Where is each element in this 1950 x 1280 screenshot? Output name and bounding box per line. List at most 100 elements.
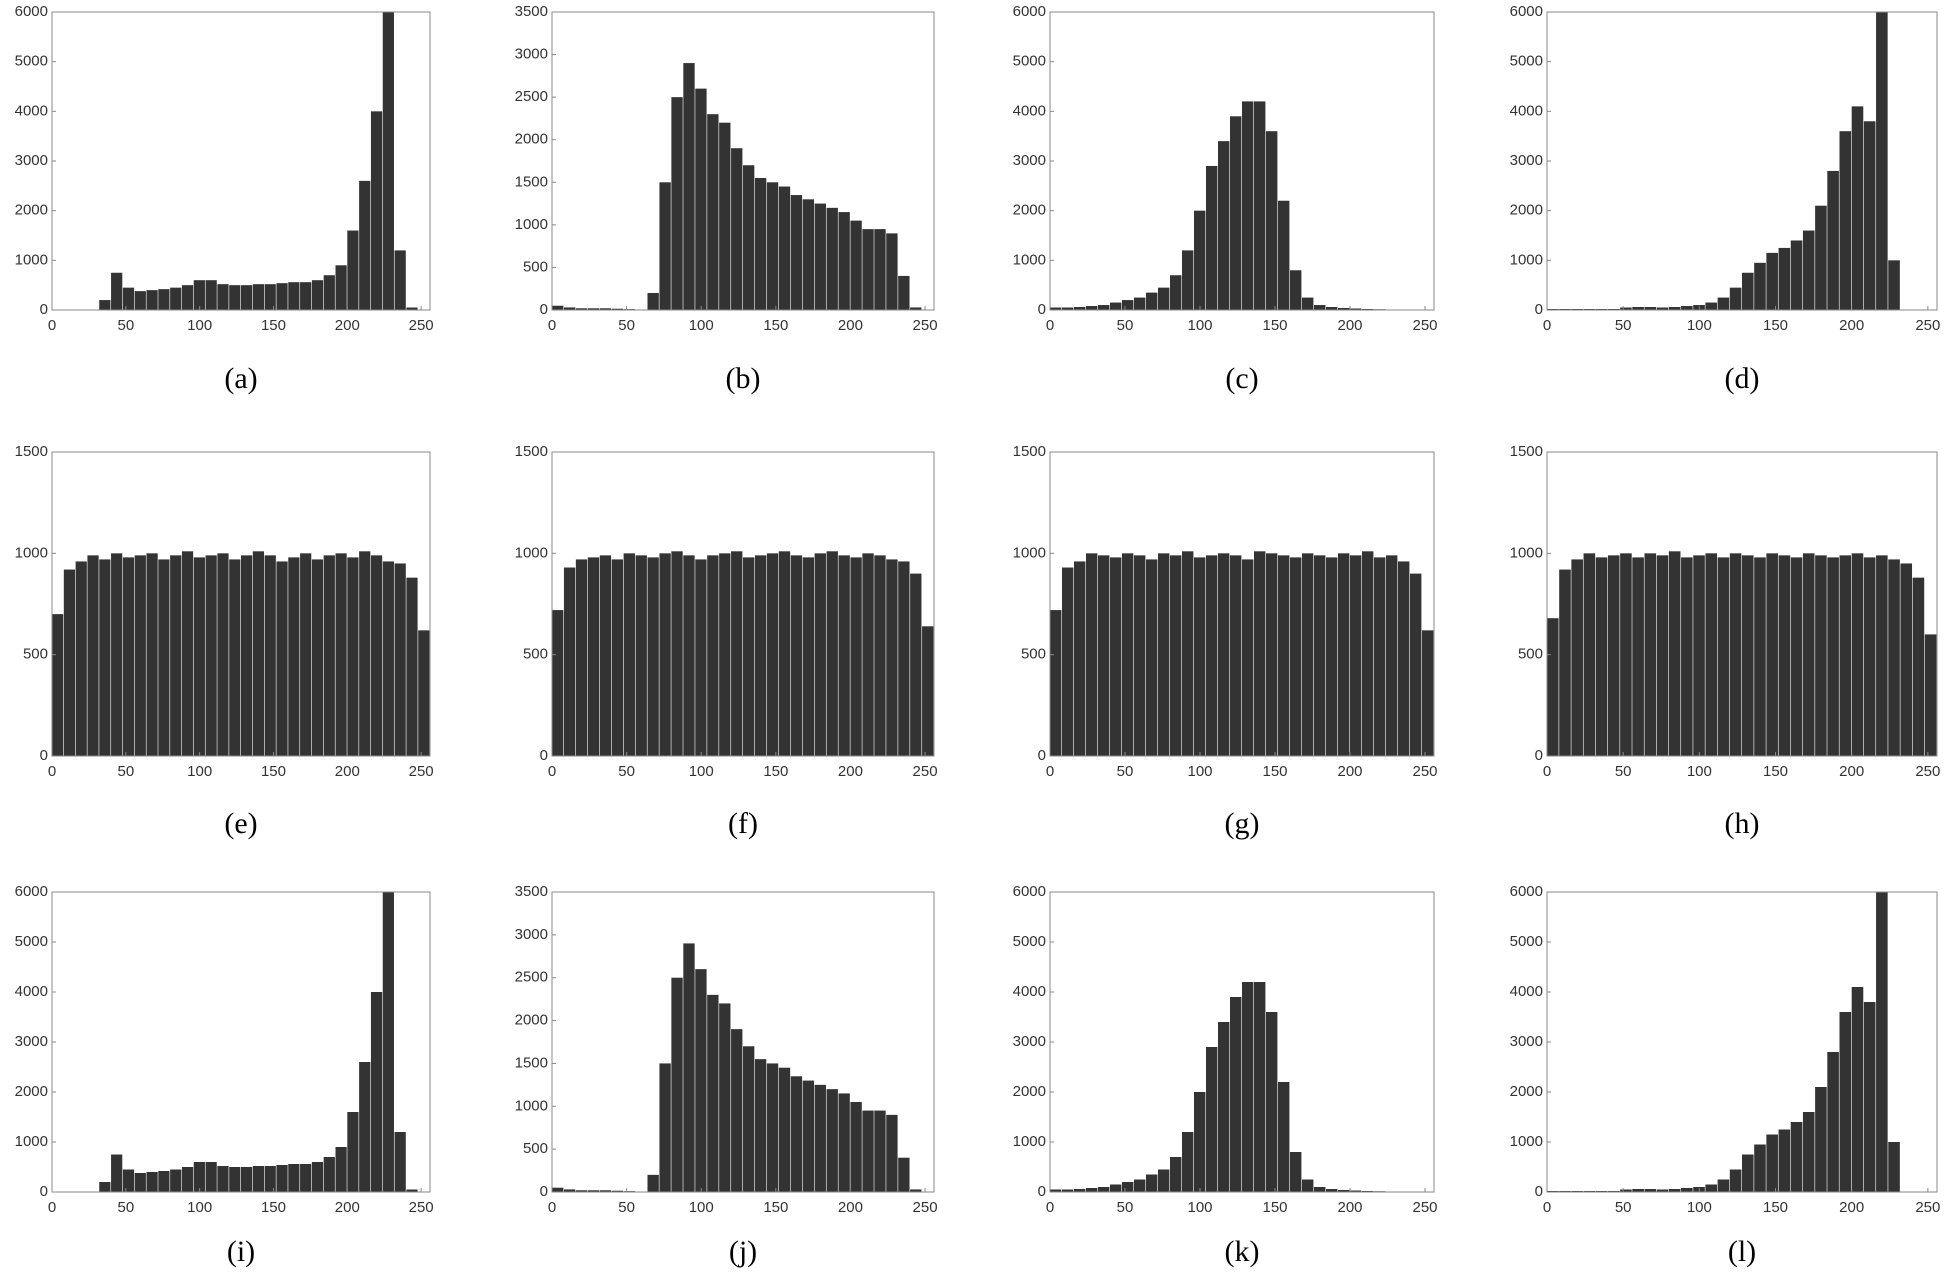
bar <box>1158 1169 1170 1192</box>
y-tick-label: 1500 <box>1510 443 1543 460</box>
y-tick-label: 6000 <box>1013 883 1046 900</box>
bar <box>1074 561 1086 756</box>
bar <box>1754 262 1766 310</box>
bar <box>1802 1112 1815 1192</box>
bar <box>659 182 671 310</box>
bar <box>814 1084 826 1192</box>
x-tick-label: 250 <box>1412 1199 1437 1216</box>
bar <box>1110 1184 1122 1192</box>
bar <box>288 282 300 310</box>
x-tick-label: 50 <box>1615 1199 1632 1216</box>
bar <box>111 1154 123 1192</box>
bar <box>647 292 659 310</box>
bar <box>611 1190 624 1192</box>
bar <box>1717 297 1730 310</box>
bar <box>1790 1122 1803 1192</box>
bar <box>418 630 430 756</box>
bar <box>158 1171 170 1192</box>
bar <box>1278 200 1290 310</box>
bar <box>264 555 276 756</box>
y-tick-label: 500 <box>23 646 48 663</box>
bar <box>1559 569 1571 756</box>
bar <box>300 553 312 756</box>
bar <box>323 275 335 310</box>
bar <box>1693 555 1705 756</box>
bar <box>170 555 182 756</box>
bar <box>599 555 612 756</box>
bar <box>1742 555 1754 756</box>
y-tick-label: 4000 <box>1013 983 1046 1000</box>
x-tick-label: 250 <box>409 1199 434 1216</box>
bar <box>335 1147 347 1192</box>
bar <box>1242 559 1254 756</box>
bar <box>552 610 564 756</box>
bar <box>743 557 755 756</box>
bar <box>1632 557 1644 756</box>
bar <box>1863 557 1876 756</box>
bar <box>241 555 253 756</box>
bar <box>1681 306 1693 310</box>
bar <box>1778 555 1791 756</box>
x-tick-label: 200 <box>1839 317 1864 334</box>
bar <box>1314 555 1326 756</box>
bar <box>1362 551 1374 756</box>
bar <box>886 1114 898 1192</box>
bar <box>1766 1134 1778 1192</box>
bar <box>311 1162 324 1192</box>
x-tick-label: 0 <box>1046 1199 1054 1216</box>
bar <box>1278 555 1290 756</box>
bar <box>826 1089 838 1192</box>
bar <box>862 1110 874 1192</box>
bar <box>276 1165 288 1192</box>
bar <box>1705 553 1718 756</box>
bar <box>1705 302 1718 310</box>
bar <box>886 233 898 310</box>
bar <box>1218 1022 1230 1192</box>
y-tick-label: 4000 <box>1013 102 1046 119</box>
bar <box>1206 165 1218 310</box>
x-tick-label: 200 <box>1337 317 1362 334</box>
bar <box>252 551 265 756</box>
x-tick-label: 250 <box>913 1199 938 1216</box>
bar <box>874 555 886 756</box>
bar <box>193 1162 205 1192</box>
x-tick-label: 200 <box>335 1199 360 1216</box>
bar <box>1410 573 1422 756</box>
y-tick-label: 6000 <box>1510 3 1543 20</box>
bar <box>229 1167 241 1192</box>
bar <box>659 553 671 756</box>
bar <box>1790 240 1803 310</box>
bar <box>552 1187 564 1192</box>
y-tick-label: 2000 <box>1013 1083 1046 1100</box>
x-tick-label: 250 <box>1412 763 1437 780</box>
bar <box>1230 997 1242 1192</box>
bar <box>898 1157 910 1192</box>
caption: (l) <box>1728 1235 1756 1268</box>
bar <box>731 551 743 756</box>
bar <box>1729 553 1742 756</box>
bar <box>886 559 898 756</box>
bar <box>1607 555 1620 756</box>
caption: (h) <box>1725 807 1760 840</box>
caption: (g) <box>1225 807 1260 840</box>
x-tick-label: 100 <box>187 763 212 780</box>
bar <box>1062 567 1074 756</box>
bar <box>1290 557 1302 756</box>
plot-frame <box>551 891 935 1193</box>
x-tick-label: 150 <box>1763 317 1788 334</box>
bar <box>743 165 755 310</box>
bar <box>647 1174 659 1192</box>
y-tick-label: 0 <box>40 747 48 764</box>
bar <box>1656 307 1669 310</box>
bar <box>623 553 635 756</box>
bar <box>1876 892 1888 1192</box>
bar <box>1778 1129 1791 1192</box>
bar <box>874 1110 886 1192</box>
bar <box>1656 555 1669 756</box>
x-tick-label: 100 <box>1187 1199 1212 1216</box>
bar <box>134 555 146 756</box>
bar <box>1278 1082 1290 1192</box>
y-tick-label: 1000 <box>515 1097 548 1114</box>
bar <box>1398 561 1410 756</box>
bar <box>252 1166 265 1192</box>
